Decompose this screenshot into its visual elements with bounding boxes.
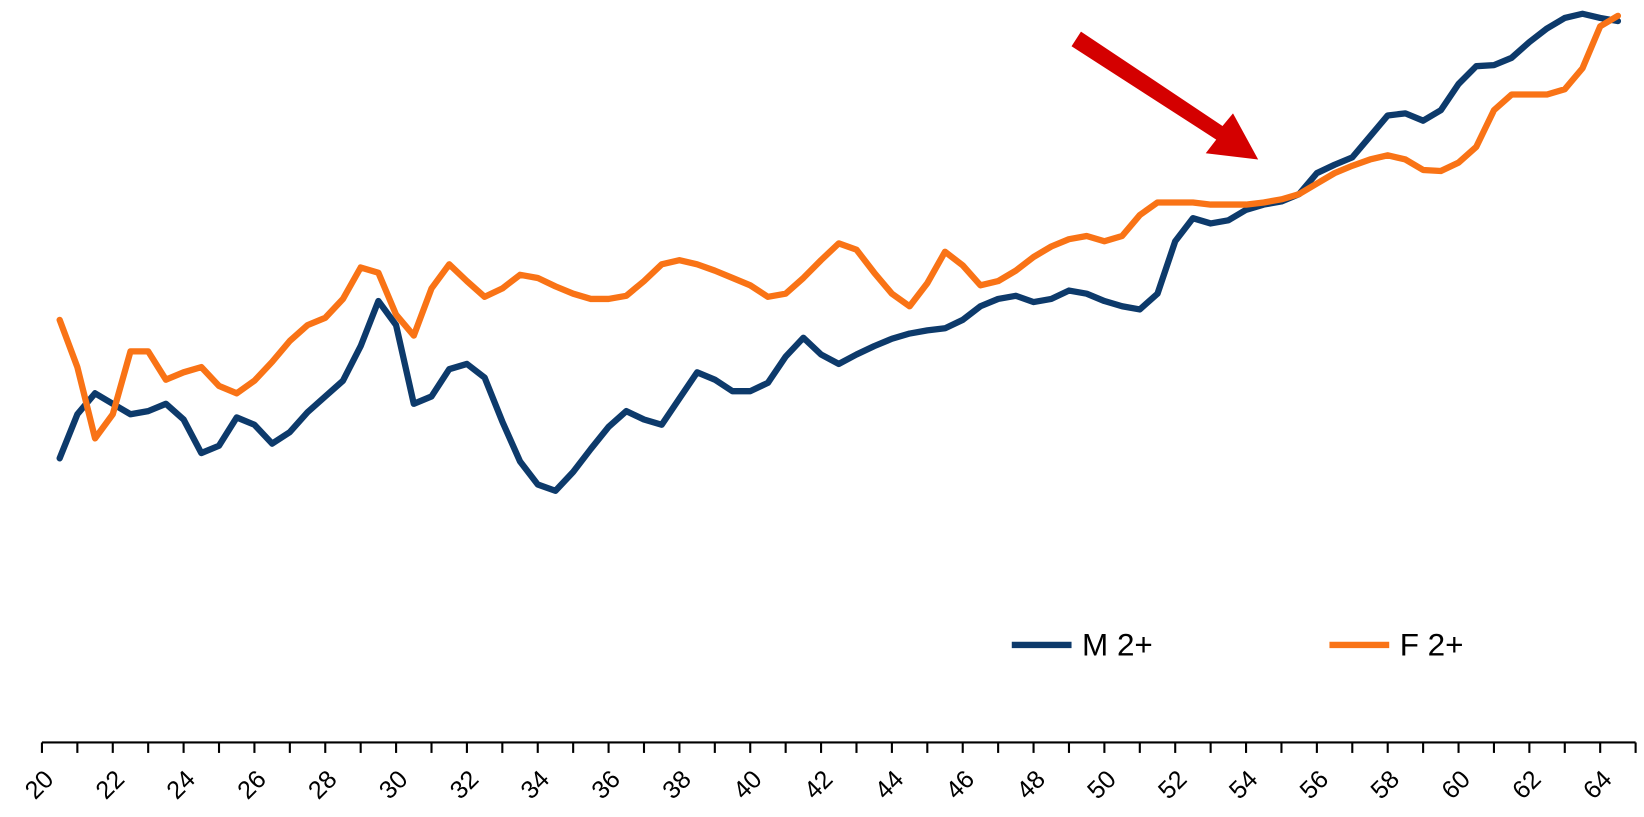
arrow-annotation: [1071, 31, 1259, 160]
x-tick-label: 62: [1507, 765, 1547, 805]
x-tick-label: 28: [303, 765, 343, 805]
x-tick-label: 40: [728, 765, 768, 805]
x-tick-label: 58: [1365, 765, 1405, 805]
line-series: [56, 10, 1622, 494]
x-tick-label: 56: [1295, 765, 1335, 805]
legend-label: F 2+: [1400, 627, 1464, 662]
x-tick-label: 26: [232, 765, 272, 805]
x-tick-label: 60: [1436, 765, 1476, 805]
x-tick-label: 34: [515, 765, 555, 805]
x-tick-label: 42: [799, 765, 839, 805]
x-tick-label: 32: [445, 765, 485, 805]
legend-label: M 2+: [1082, 627, 1153, 662]
line-series: [56, 12, 1622, 442]
x-tick-label: 54: [1224, 765, 1264, 805]
x-tick-label: 30: [374, 765, 414, 805]
x-tick-label: 36: [586, 765, 626, 805]
x-tick-label: 50: [1082, 765, 1122, 805]
x-tick-label: 46: [940, 765, 980, 805]
x-tick-label: 22: [91, 765, 131, 805]
x-tick-label: 48: [1011, 765, 1051, 805]
x-tick-label: 24: [161, 765, 201, 805]
x-tick-label: 38: [657, 765, 697, 805]
x-tick-label: 44: [870, 765, 910, 805]
x-tick-label: 20: [20, 765, 60, 805]
x-tick-label: 52: [1153, 765, 1193, 805]
x-tick-label: 64: [1578, 765, 1618, 805]
